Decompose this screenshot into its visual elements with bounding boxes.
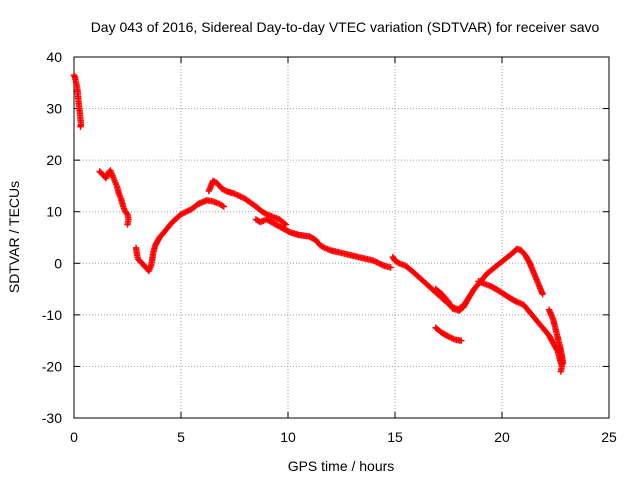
series-arc-8	[432, 324, 465, 344]
data-point	[512, 298, 519, 305]
x-tick-labels: 0 5 10 15 20 25	[70, 429, 617, 445]
data-point	[539, 291, 546, 298]
data-point	[282, 221, 290, 228]
data-point	[123, 209, 130, 217]
data-points	[70, 71, 567, 375]
y-tick-label: 30	[46, 101, 62, 117]
x-tick-label: 0	[70, 429, 78, 445]
y-axis-label: SDTVAR / TECUs	[6, 181, 22, 293]
x-tick-label: 5	[177, 429, 185, 445]
data-point	[387, 264, 394, 271]
y-tick-label: 40	[46, 49, 62, 65]
chart-title: Day 043 of 2016, Sidereal Day-to-day VTE…	[91, 19, 600, 35]
series-arc-5	[252, 216, 394, 271]
data-point	[77, 123, 84, 130]
y-tick-label: 20	[46, 152, 62, 168]
data-point	[458, 337, 465, 344]
x-tick-label: 15	[387, 429, 403, 445]
y-tick-label: -30	[42, 410, 62, 426]
data-point	[219, 202, 226, 209]
grid-lines	[74, 57, 609, 418]
x-tick-label: 20	[494, 429, 510, 445]
data-point	[220, 203, 227, 210]
series-arc-3	[132, 197, 227, 275]
y-tick-label: -20	[42, 358, 62, 374]
series-arc-9	[475, 278, 566, 375]
axis-ticks	[73, 56, 610, 419]
y-tick-labels: -30 -20 -10 0 10 20 30 40	[42, 49, 62, 426]
series-arc-1	[70, 71, 85, 130]
series-arc-4	[205, 177, 290, 228]
x-tick-label: 10	[280, 429, 296, 445]
data-point	[559, 360, 567, 368]
series-arc-7	[432, 245, 546, 314]
y-tick-label: 10	[46, 204, 62, 220]
y-tick-label: 0	[54, 255, 62, 271]
data-point	[557, 368, 565, 375]
data-point	[124, 221, 131, 228]
series-arc-2	[96, 167, 132, 228]
x-tick-label: 25	[601, 429, 617, 445]
series-arc-6	[389, 253, 467, 313]
plot-frame	[73, 56, 610, 419]
y-tick-label: -10	[42, 307, 62, 323]
x-axis-label: GPS time / hours	[288, 458, 395, 474]
data-point	[281, 220, 288, 227]
series-arc-10	[545, 306, 567, 368]
data-point	[221, 187, 228, 194]
